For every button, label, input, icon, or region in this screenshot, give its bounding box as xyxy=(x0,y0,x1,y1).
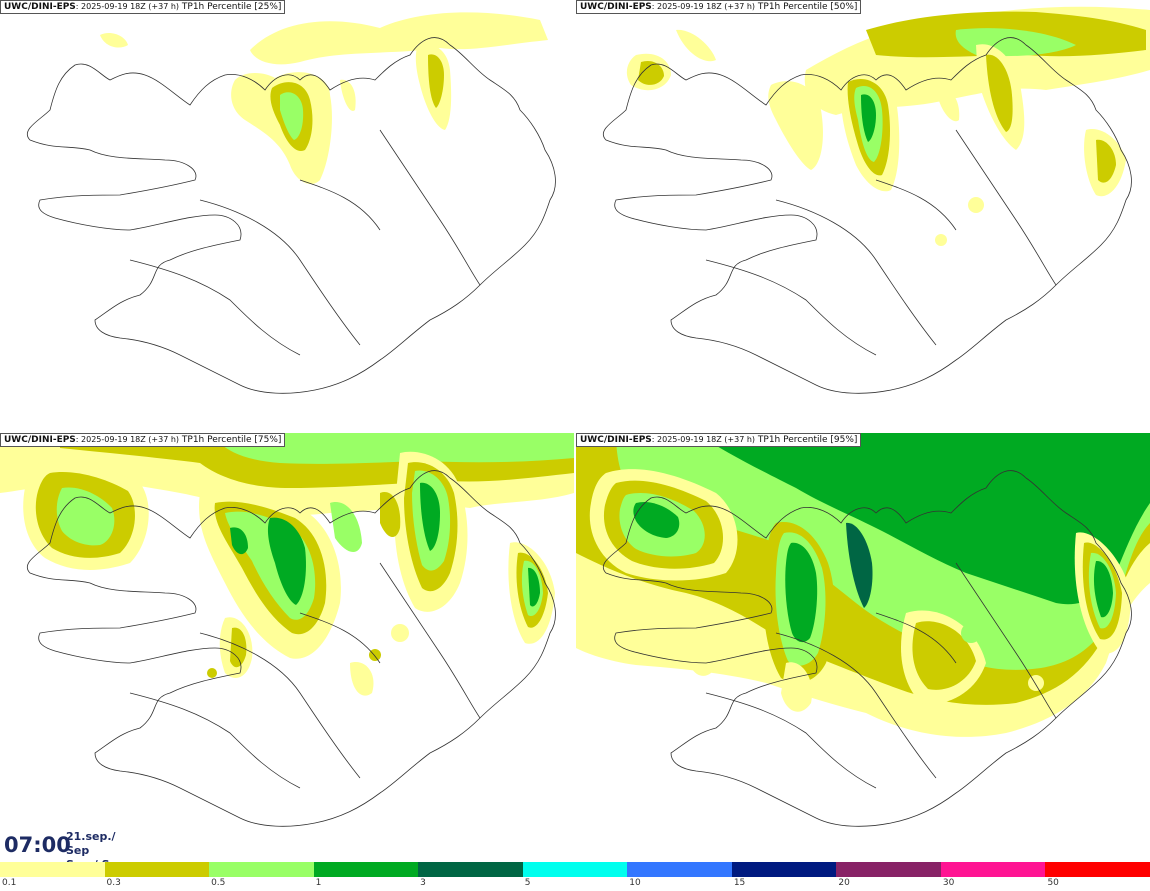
iceland-coastline-p75 xyxy=(27,470,556,827)
colorbar-segment xyxy=(522,862,628,877)
valid-time-box: 07:00 21.sep./ Sep Sun./ Sun xyxy=(0,826,140,871)
iceland-coastline-p25 xyxy=(27,37,556,394)
colorbar-segment xyxy=(313,862,419,877)
colorbar-segment xyxy=(940,862,1046,877)
iceland-coastline-p50 xyxy=(603,37,1132,394)
precip-map-p25 xyxy=(27,12,556,394)
colorbar-tick-label: 5 xyxy=(524,878,531,888)
panel-title-p95: UWC/DINI-EPS: 2025-09-19 18Z (+37 h) TP1… xyxy=(576,433,862,447)
precip-map-p75 xyxy=(0,433,574,827)
precip-map-p50 xyxy=(603,6,1150,394)
colorbar-segment xyxy=(627,862,732,877)
valid-date-line1: 21.sep./ Sep xyxy=(66,830,116,857)
map-panel-p25: UWC/DINI-EPS: 2025-09-19 18Z (+37 h) TP1… xyxy=(0,0,574,428)
colorbar-tick-label: 0.1 xyxy=(2,878,17,888)
colorbar-segment xyxy=(0,862,105,877)
colorbar-tick-label: 20 xyxy=(838,878,850,888)
precip-field-p50 xyxy=(626,6,1150,246)
precip-field-p95 xyxy=(576,433,1150,737)
map-panel-p50: UWC/DINI-EPS: 2025-09-19 18Z (+37 h) TP1… xyxy=(576,0,1150,428)
panel-title-p50: UWC/DINI-EPS: 2025-09-19 18Z (+37 h) TP1… xyxy=(576,0,862,14)
colorbar-tick-label: 50 xyxy=(1047,878,1059,888)
colorbar-ticks: 0.1 0.3 0.5 1 3 5 10 15 20 30 50 xyxy=(0,878,1150,891)
colorbar-tick-label: 0.3 xyxy=(106,878,121,888)
colorbar-segment xyxy=(418,862,523,877)
panel-title-p25: UWC/DINI-EPS: 2025-09-19 18Z (+37 h) TP1… xyxy=(0,0,286,14)
colorbar-tick-label: 15 xyxy=(733,878,746,888)
colorbar-tick-label: 1 xyxy=(315,878,322,888)
precip-field-p25 xyxy=(100,12,548,185)
colorbar-segment xyxy=(104,862,210,877)
precip-colorbar xyxy=(0,862,1150,877)
colorbar-tick-label: 10 xyxy=(629,878,641,888)
precip-map-p95 xyxy=(576,433,1150,827)
precip-field-p75 xyxy=(0,433,574,696)
colorbar-segment xyxy=(836,862,941,877)
colorbar-tick-label: 30 xyxy=(942,878,955,888)
iceland-coastline-p95 xyxy=(603,470,1132,827)
map-panel-p95: UWC/DINI-EPS: 2025-09-19 18Z (+37 h) TP1… xyxy=(576,433,1150,861)
colorbar-segment xyxy=(1045,862,1150,877)
map-panel-p75: UWC/DINI-EPS: 2025-09-19 18Z (+37 h) TP1… xyxy=(0,433,574,861)
colorbar-tick-label: 0.5 xyxy=(211,878,226,888)
colorbar-tick-label: 3 xyxy=(420,878,426,888)
valid-time: 07:00 xyxy=(4,833,71,857)
panel-title-p75: UWC/DINI-EPS: 2025-09-19 18Z (+37 h) TP1… xyxy=(0,433,286,447)
colorbar-segment xyxy=(731,862,837,877)
colorbar-segment xyxy=(209,862,314,877)
